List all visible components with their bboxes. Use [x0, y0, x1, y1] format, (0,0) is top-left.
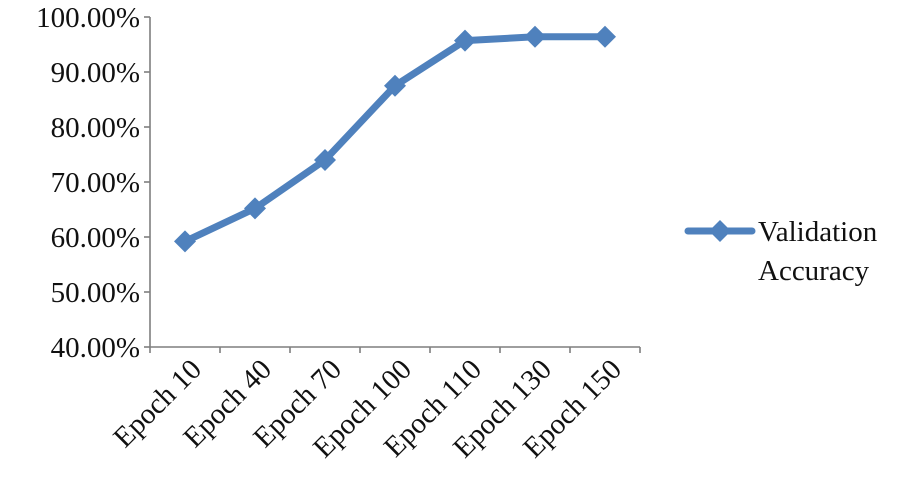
data-point-marker	[244, 197, 266, 220]
y-tick-label: 100.00%	[36, 2, 140, 34]
series-validation-accuracy	[174, 25, 616, 253]
legend-diamond-marker	[709, 220, 731, 242]
legend: Validation Accuracy	[684, 216, 878, 287]
y-tick-label: 40.00%	[51, 332, 140, 364]
y-tick-label: 60.00%	[51, 222, 140, 254]
y-axis: 40.00% 50.00% 60.00% 70.00% 80.00% 90.00% 100.…	[36, 2, 151, 364]
y-tick-label: 90.00%	[51, 57, 140, 89]
data-point-marker	[524, 25, 546, 48]
legend-label-line-1: Validation	[758, 216, 878, 248]
data-point-marker	[454, 29, 476, 52]
data-point-marker	[384, 74, 406, 97]
y-tick-label: 50.00%	[51, 277, 140, 309]
y-tick-label: 70.00%	[51, 167, 140, 199]
data-point-marker	[174, 230, 196, 253]
data-point-marker	[594, 25, 616, 48]
y-tick-label: 80.00%	[51, 112, 140, 144]
data-point-marker	[314, 149, 336, 171]
legend-label-line-2: Accuracy	[758, 255, 870, 287]
